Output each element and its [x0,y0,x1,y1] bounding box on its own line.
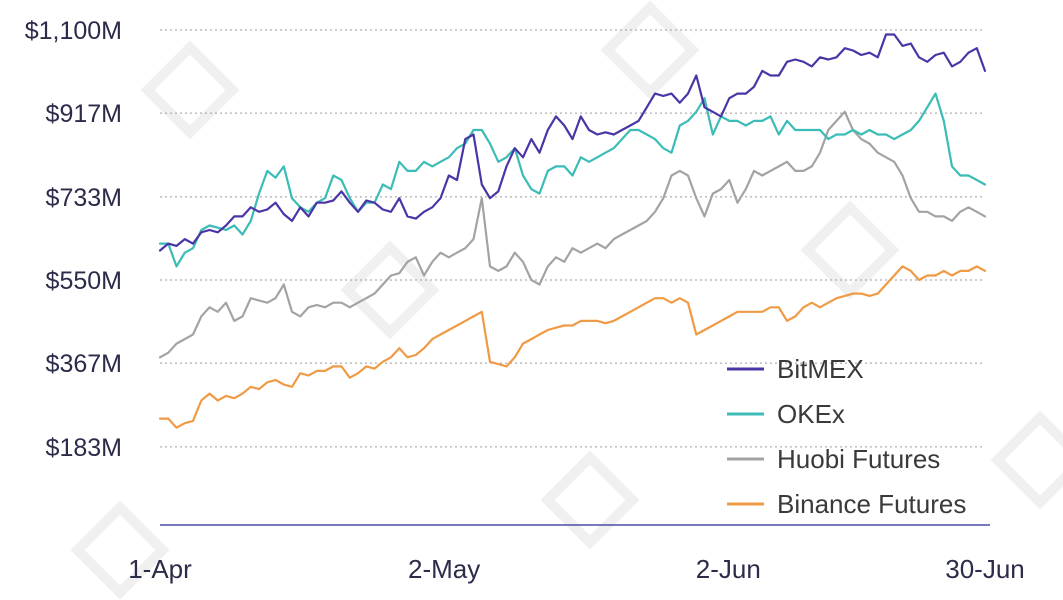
legend-label: Binance Futures [777,489,966,519]
y-tick-label: $1,100M [25,17,122,45]
series-line-huobi-futures [158,110,987,359]
x-axis: 1-Apr 2-May 2-Jun 30-Jun [128,554,1025,584]
y-axis: $183M $367M $550M $733M $917M $1,100M [25,17,122,462]
watermark [70,0,1063,600]
series-line-binance-futures [158,265,987,429]
watermark-mark [800,200,900,300]
y-tick-label: $917M [46,100,122,128]
series-line-okex [158,92,987,268]
x-tick-label: 30-Jun [945,554,1025,584]
watermark-mark [340,240,440,340]
legend-label: Huobi Futures [777,444,940,474]
x-tick-label: 1-Apr [128,554,192,584]
series-lines [158,33,987,429]
y-tick-label: $550M [46,267,122,295]
y-tick-label: $183M [46,434,122,462]
y-tick-label: $733M [46,184,122,212]
watermark-mark [540,450,640,550]
watermark-mark [70,500,170,600]
legend: BitMEX OKEx Huobi Futures Binance Futures [727,354,966,519]
x-tick-label: 2-Jun [696,554,761,584]
legend-label: OKEx [777,399,845,429]
series-line-bitmex [158,33,987,252]
x-tick-label: 2-May [408,554,480,584]
y-tick-label: $367M [46,350,122,378]
watermark-mark [600,0,700,100]
watermark-mark [140,40,240,140]
watermark-mark [990,410,1063,510]
legend-label: BitMEX [777,354,864,384]
